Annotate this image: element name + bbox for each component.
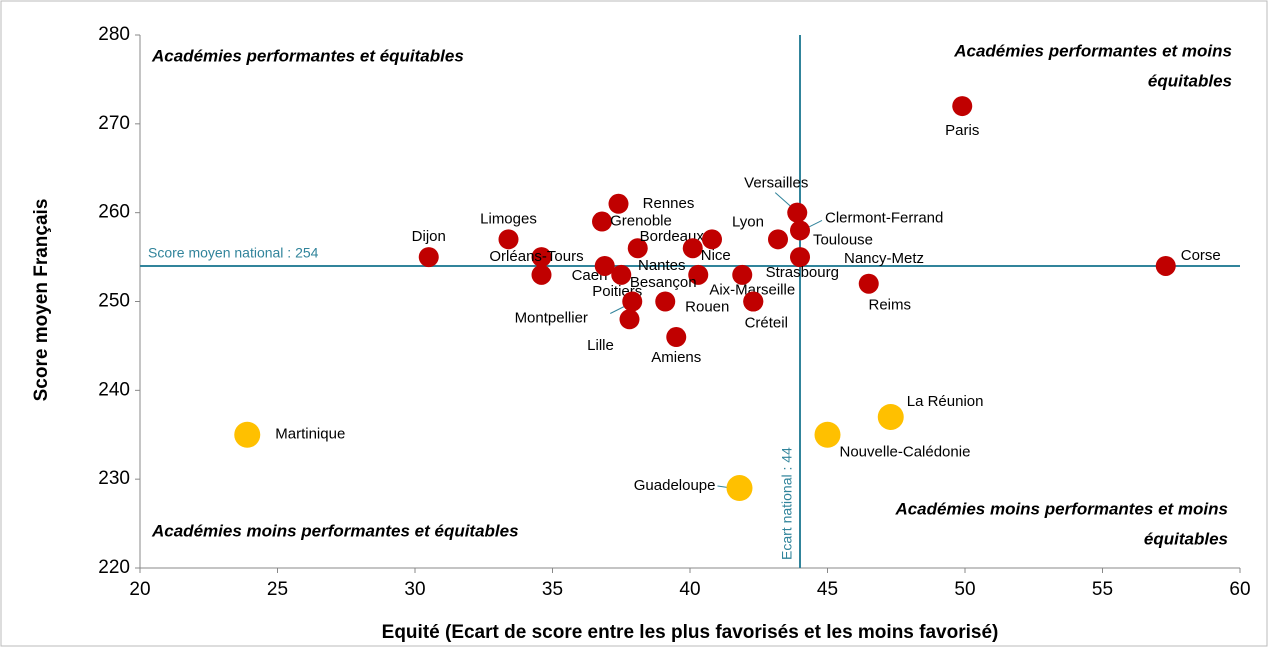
point-label: La Réunion xyxy=(907,393,984,410)
point-label: Amiens xyxy=(651,349,701,366)
x-tick-label: 25 xyxy=(267,579,288,600)
x-tick-label: 45 xyxy=(817,579,838,600)
point xyxy=(877,403,904,430)
point xyxy=(790,247,810,268)
point-label: Toulouse xyxy=(813,231,873,248)
y-axis-title: Score moyen Français xyxy=(31,199,52,402)
point-label: Rennes xyxy=(643,195,695,212)
point-label: Besançon xyxy=(630,274,697,291)
point xyxy=(814,421,841,448)
point xyxy=(768,229,788,250)
y-tick-label: 270 xyxy=(98,113,130,134)
point xyxy=(418,247,439,268)
point-label: Clermont-Ferrand xyxy=(825,209,943,226)
point xyxy=(1155,255,1176,276)
point xyxy=(531,247,552,268)
x-tick-label: 40 xyxy=(679,579,700,600)
quadrant-label: équitables xyxy=(1148,71,1232,90)
point-label: Lyon xyxy=(732,213,764,230)
point xyxy=(952,96,973,117)
quadrant-label: Académies moins performantes et moins xyxy=(894,499,1228,518)
point xyxy=(608,193,629,214)
y-tick-label: 230 xyxy=(98,468,130,489)
point xyxy=(622,291,643,312)
point-label: Orléans-Tours xyxy=(489,248,583,265)
point-label: Nancy-Metz xyxy=(844,250,924,267)
point-label: Aix-Marseille xyxy=(709,281,795,298)
point xyxy=(611,264,632,285)
point xyxy=(234,421,261,448)
x-tick-label: 60 xyxy=(1229,579,1250,600)
point xyxy=(688,264,709,285)
point-label: Strasbourg xyxy=(766,264,839,281)
x-tick-label: 50 xyxy=(954,579,975,600)
point xyxy=(655,291,676,312)
point-label: Martinique xyxy=(275,426,345,443)
point xyxy=(790,220,810,241)
reference-label: Score moyen national : 254 xyxy=(148,245,319,261)
point-label: Montpellier xyxy=(515,309,588,326)
y-tick-label: 240 xyxy=(98,379,130,400)
x-tick-label: 55 xyxy=(1092,579,1113,600)
point xyxy=(682,238,703,259)
x-tick-label: 30 xyxy=(404,579,425,600)
leader-line xyxy=(610,305,627,314)
point-label: Dijon xyxy=(412,228,446,245)
point-label: Rouen xyxy=(685,298,729,315)
x-tick-label: 35 xyxy=(542,579,563,600)
quadrant-label: Académies performantes et moins xyxy=(953,41,1232,60)
y-tick-label: 280 xyxy=(98,24,130,45)
point-label: Limoges xyxy=(480,210,537,227)
quadrant-label: Académies performantes et équitables xyxy=(151,46,464,65)
quadrant-label: équitables xyxy=(1144,529,1228,548)
point-label: Corse xyxy=(1181,247,1221,264)
y-tick-label: 250 xyxy=(98,291,130,312)
point xyxy=(619,309,640,330)
point xyxy=(732,264,753,285)
y-tick-label: 260 xyxy=(98,202,130,223)
point-label: Grenoble xyxy=(610,213,672,230)
point-label: Nouvelle-Calédonie xyxy=(840,444,971,461)
quadrant-label: Académies moins performantes et équitabl… xyxy=(151,521,519,540)
point xyxy=(498,229,519,250)
point xyxy=(858,273,879,294)
point-label: Versailles xyxy=(744,175,808,192)
point xyxy=(531,264,552,285)
point-label: Nice xyxy=(701,247,731,264)
point xyxy=(592,211,612,232)
x-axis-title: Equité (Ecart de score entre les plus fa… xyxy=(382,622,999,643)
point-label: Paris xyxy=(945,122,979,139)
point-label: Créteil xyxy=(745,314,788,331)
point xyxy=(627,238,648,259)
point xyxy=(666,327,687,348)
point xyxy=(787,202,808,223)
y-tick-label: 220 xyxy=(98,557,130,578)
point xyxy=(594,255,615,276)
point xyxy=(726,475,753,502)
reference-label: Ecart national : 44 xyxy=(779,447,795,560)
point-label: Lille xyxy=(587,337,614,354)
x-tick-label: 20 xyxy=(129,579,150,600)
point xyxy=(743,291,764,312)
point-label: Nantes xyxy=(638,257,686,274)
point-label: Reims xyxy=(868,297,911,314)
point-label: Guadeloupe xyxy=(634,477,716,494)
point xyxy=(702,229,722,250)
